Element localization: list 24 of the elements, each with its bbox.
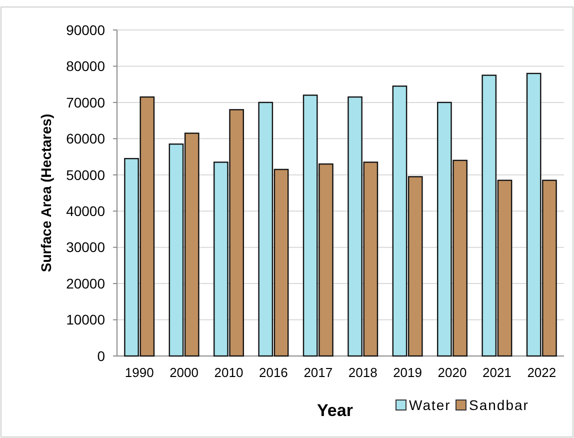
x-tick-label: 2017 — [304, 365, 333, 380]
y-tick-label: 30000 — [66, 239, 106, 256]
x-tick-label: 2022 — [527, 365, 556, 380]
y-tick-label: 10000 — [66, 312, 106, 328]
y-tick-label: 70000 — [66, 94, 106, 110]
y-tick-label: 0 — [97, 348, 106, 364]
y-tick-label: 60000 — [66, 130, 106, 147]
y-tick-label: 20000 — [66, 275, 106, 292]
x-axis-title: Year — [317, 401, 354, 420]
y-tick-label: 90000 — [66, 22, 106, 38]
y-tick-label: 80000 — [66, 58, 106, 74]
x-tick-label: 2018 — [348, 365, 378, 380]
x-tick-label: 2019 — [393, 365, 422, 380]
x-tick-label: 2020 — [438, 365, 467, 380]
y-axis-title: Surface Area (Hectares) — [38, 114, 54, 272]
x-tick-label: 1990 — [124, 365, 154, 380]
x-tick-label: 2016 — [258, 365, 288, 380]
x-tick-label: 2000 — [170, 365, 199, 380]
y-tick-label: 40000 — [66, 203, 106, 220]
y-tick-label: 50000 — [66, 166, 106, 183]
x-tick-label: 2021 — [482, 365, 512, 380]
legend-label: Sandbar — [469, 397, 529, 413]
legend-label: Water — [409, 397, 451, 413]
x-tick-label: 2010 — [214, 365, 244, 380]
